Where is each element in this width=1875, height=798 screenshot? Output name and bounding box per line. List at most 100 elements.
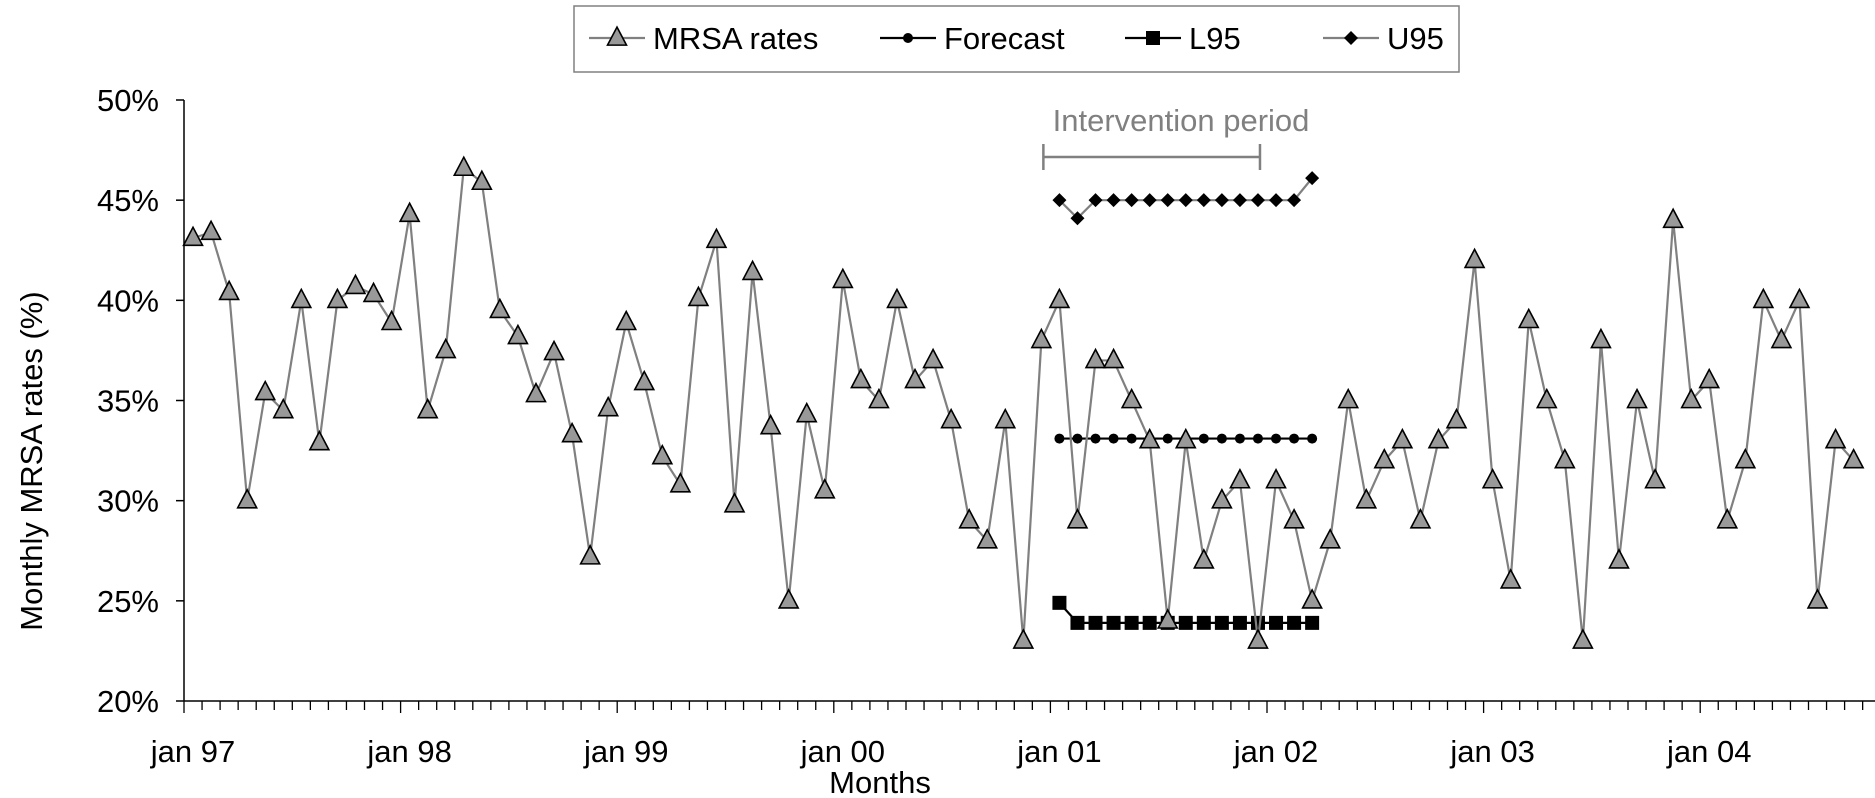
data-point [1124,193,1139,208]
data-point [1030,327,1053,349]
data-point [1788,287,1811,309]
data-point [1214,193,1229,208]
x-tick-label: jan 03 [1449,734,1534,769]
y-tick-label: 20% [97,684,159,719]
data-point [1120,387,1143,409]
data-point [507,323,529,345]
data-point [904,367,926,389]
data-point [218,279,240,301]
data-point [1072,433,1083,444]
data-point [1269,193,1284,208]
legend-entry: MRSA rates [589,21,818,56]
data-point [1196,615,1211,630]
legend: MRSA rates Forecast L95 U95 [573,5,1460,73]
data-point [850,367,872,389]
data-point [1138,427,1161,449]
data-point [326,287,349,309]
y-axis-title: Monthly MRSA rates (%) [14,291,49,630]
data-point [1698,367,1721,389]
data-point [525,381,547,403]
data-point [182,225,204,247]
data-point [1106,193,1121,208]
data-point [868,387,890,409]
data-point [1174,427,1197,449]
legend-label: Forecast [944,21,1065,56]
y-tick-label: 45% [97,183,159,218]
legend-box [573,5,1460,73]
data-point [1445,407,1468,429]
data-point [1770,327,1793,349]
legend-label: L95 [1189,21,1241,56]
data-point [669,471,692,493]
data-point [290,287,313,309]
series-l95 [1052,595,1320,630]
data-point [579,544,601,565]
data-point [1216,433,1227,444]
data-point [1427,427,1450,449]
data-point [1070,615,1085,630]
data-point [723,492,746,513]
data-point [1196,193,1211,208]
data-point [940,407,962,429]
data-point [1124,615,1139,630]
data-point [1305,615,1320,630]
legend-marker [606,25,628,46]
data-point [236,488,259,509]
data-point [272,397,295,419]
data-point [1269,615,1284,630]
data-point [489,297,511,319]
data-point [1160,193,1175,208]
data-point [1662,207,1684,229]
data-point [1102,347,1125,369]
data-point [1824,427,1847,449]
series-u95 [1052,171,1320,226]
data-point [831,267,854,289]
data-point [1517,307,1540,329]
y-tick-label: 50% [97,83,159,118]
data-point [1590,327,1612,349]
axes: 20% 25% 30% 35% 40% 45% 50% jan 97 jan 98 jan 99 j… [97,83,1875,769]
data-point [1211,488,1233,509]
data-point [1012,628,1035,649]
data-point [1066,508,1089,529]
legend-marker [903,33,913,43]
legend-label: U95 [1387,21,1444,56]
data-point [344,273,367,295]
data-point [1052,193,1067,208]
legend-entry: U95 [1323,21,1444,56]
data-point [1391,427,1414,449]
data-point [1142,193,1157,208]
data-point [1289,433,1300,444]
data-point [1156,608,1179,629]
data-point [813,478,836,499]
y-tick-label: 30% [97,484,159,519]
data-point [452,155,475,177]
data-point [1247,628,1269,649]
data-point [1553,447,1576,469]
series-forecast [1054,433,1318,444]
data-point [416,397,439,419]
data-point [1301,588,1323,609]
data-point [1644,467,1666,489]
data-point [1192,548,1215,569]
legend-label: MRSA rates [653,21,818,56]
data-point [1252,433,1263,444]
data-point [1178,193,1193,208]
data-point [687,285,710,307]
y-tick-label: 40% [97,283,159,318]
data-point [1088,615,1103,630]
data-point [1108,433,1119,444]
data-point [200,219,222,241]
data-point [1106,615,1121,630]
data-point [922,347,944,369]
data-point [1481,467,1504,489]
data-point [759,413,782,435]
data-point [705,227,728,249]
data-point [1463,247,1486,269]
data-point [1626,387,1648,409]
y-tick-label: 25% [97,584,159,619]
data-point [1319,528,1342,549]
data-point [976,528,999,549]
data-point [1048,287,1071,309]
data-point [741,259,764,281]
